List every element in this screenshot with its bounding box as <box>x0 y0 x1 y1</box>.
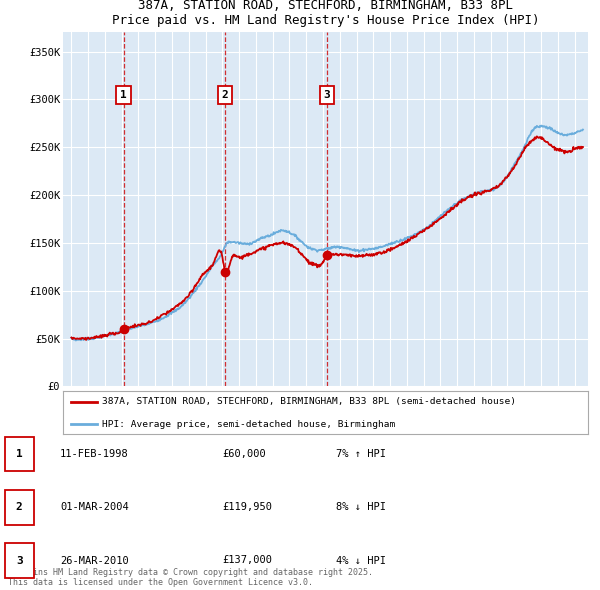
Text: £137,000: £137,000 <box>222 556 272 565</box>
Text: 4% ↓ HPI: 4% ↓ HPI <box>336 556 386 565</box>
Text: 8% ↓ HPI: 8% ↓ HPI <box>336 503 386 512</box>
Text: 3: 3 <box>323 90 330 100</box>
Text: HPI: Average price, semi-detached house, Birmingham: HPI: Average price, semi-detached house,… <box>103 420 395 429</box>
Text: 2: 2 <box>222 90 229 100</box>
Text: 11-FEB-1998: 11-FEB-1998 <box>60 450 129 459</box>
Text: 7% ↑ HPI: 7% ↑ HPI <box>336 450 386 459</box>
Text: Contains HM Land Registry data © Crown copyright and database right 2025.
This d: Contains HM Land Registry data © Crown c… <box>8 568 373 587</box>
Text: 26-MAR-2010: 26-MAR-2010 <box>60 556 129 565</box>
Text: £119,950: £119,950 <box>222 503 272 512</box>
Title: 387A, STATION ROAD, STECHFORD, BIRMINGHAM, B33 8PL
Price paid vs. HM Land Regist: 387A, STATION ROAD, STECHFORD, BIRMINGHA… <box>112 0 539 27</box>
Text: 3: 3 <box>16 556 23 565</box>
Text: 2: 2 <box>16 503 23 512</box>
Text: 1: 1 <box>16 450 23 459</box>
Text: 1: 1 <box>121 90 127 100</box>
Text: 01-MAR-2004: 01-MAR-2004 <box>60 503 129 512</box>
Text: £60,000: £60,000 <box>222 450 266 459</box>
Text: 387A, STATION ROAD, STECHFORD, BIRMINGHAM, B33 8PL (semi-detached house): 387A, STATION ROAD, STECHFORD, BIRMINGHA… <box>103 397 517 407</box>
